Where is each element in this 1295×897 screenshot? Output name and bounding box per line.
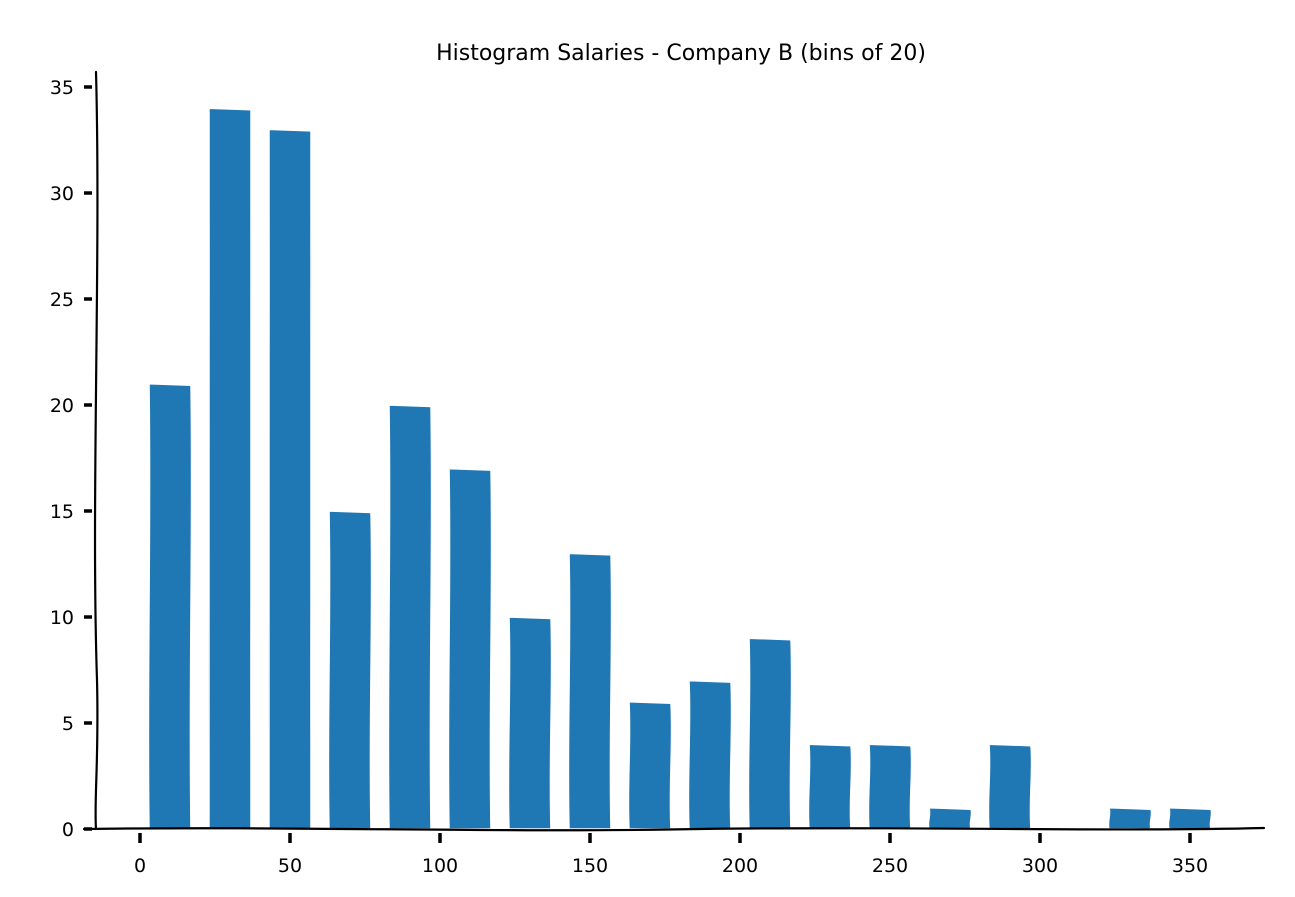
y-tick-label: 25 [50, 289, 74, 311]
histogram-bar [927, 807, 973, 830]
histogram-bar [1167, 807, 1213, 830]
histogram-bar [867, 743, 913, 830]
x-tick-label: 350 [1172, 855, 1208, 877]
chart-title: Histogram Salaries - Company B (bins of … [436, 41, 926, 66]
y-tick-label: 30 [50, 183, 74, 205]
y-tick-label: 10 [50, 607, 74, 629]
histogram-bar [147, 383, 193, 830]
x-tick-label: 0 [134, 855, 146, 877]
x-tick-label: 100 [422, 855, 458, 877]
x-axis-ticks: 0 50 100 150 200 250 300 350 [134, 833, 1208, 877]
histogram-bar [747, 637, 793, 830]
x-tick-label: 50 [278, 855, 302, 877]
x-tick-label: 200 [722, 855, 758, 877]
histogram-bar [807, 743, 853, 830]
histogram-bar [387, 404, 433, 830]
y-tick-label: 35 [50, 77, 74, 99]
histogram-bar [267, 128, 313, 830]
y-tick-label: 5 [62, 713, 74, 735]
axes-group [82, 70, 1266, 832]
y-tick-label: 20 [50, 395, 74, 417]
histogram-bar [207, 107, 253, 830]
x-tick-label: 250 [872, 855, 908, 877]
histogram-bar [567, 552, 613, 830]
histogram-bar [687, 679, 733, 830]
x-tick-label: 150 [572, 855, 608, 877]
histogram-bar [327, 510, 373, 830]
x-tick-label: 300 [1022, 855, 1058, 877]
y-tick-label: 15 [50, 501, 74, 523]
y-axis-line [93, 70, 99, 831]
x-axis-line [82, 826, 1266, 832]
bars-group [147, 107, 1213, 830]
y-axis-ticks: 0 5 10 15 20 25 30 35 [50, 77, 92, 841]
histogram-bar [1107, 807, 1153, 830]
histogram-bar [447, 467, 493, 830]
histogram-bar [627, 701, 673, 830]
histogram-bar [507, 616, 553, 830]
y-tick-label: 0 [62, 819, 74, 841]
histogram-bar [987, 743, 1033, 830]
